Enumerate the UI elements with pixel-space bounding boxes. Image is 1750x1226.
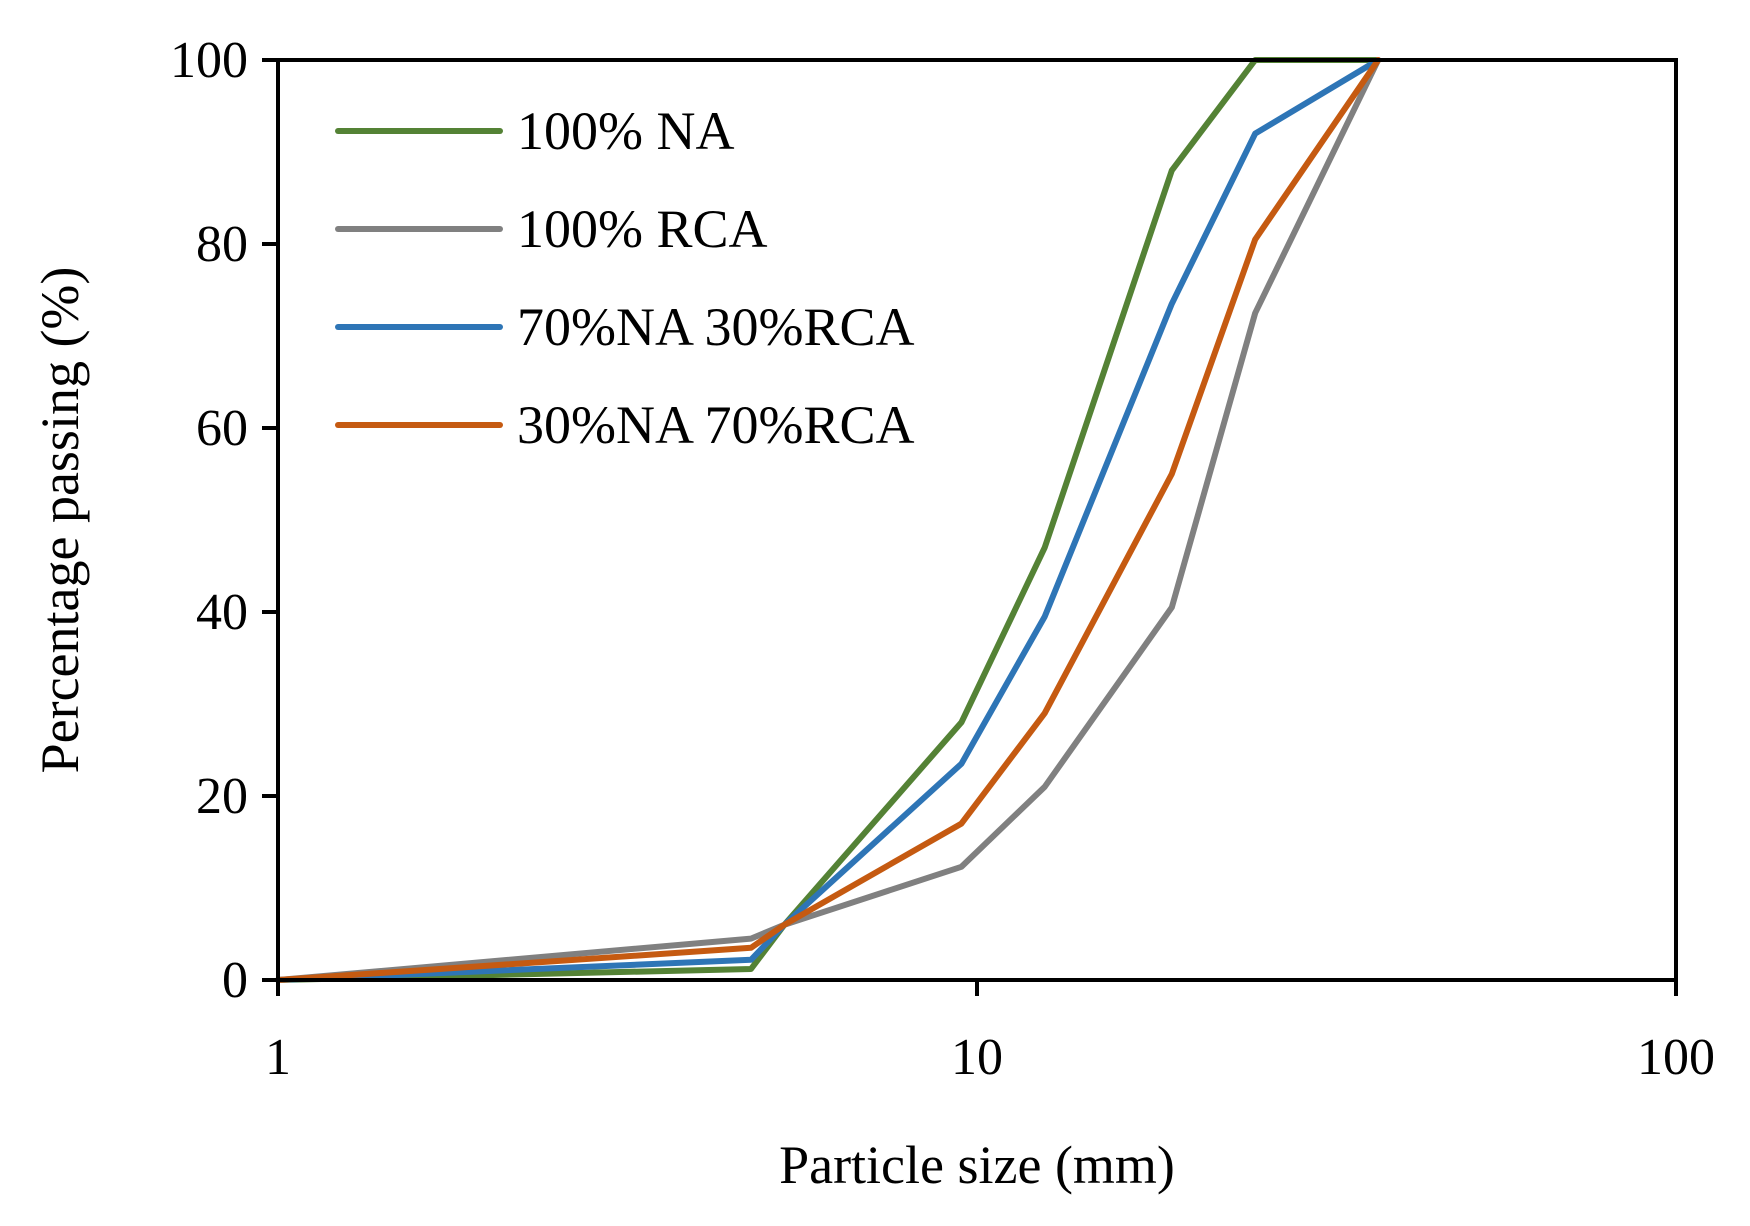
legend-label: 70%NA 30%RCA	[517, 297, 915, 357]
plot-frame	[276, 58, 1678, 982]
x-tick-label: 10	[951, 1029, 1003, 1086]
series-line-3	[275, 57, 1382, 983]
x-tick-label: 1	[265, 1029, 291, 1086]
y-tick-label: 20	[196, 768, 248, 825]
x-tick-label: 100	[1637, 1029, 1715, 1086]
series-layer	[275, 57, 1382, 983]
y-tick-label: 0	[222, 952, 248, 1009]
legend-label: 100% RCA	[517, 199, 768, 259]
x-axis-title: Particle size (mm)	[779, 1135, 1175, 1195]
legend-label: 30%NA 70%RCA	[517, 395, 915, 455]
y-axis-title: Percentage passing (%)	[30, 267, 90, 774]
legend: 100% NA 100% RCA 70%NA 30%RCA 30%NA 70%RCA	[335, 101, 915, 455]
series-line-0	[275, 57, 1382, 983]
series-line-2	[275, 57, 1382, 983]
y-tick-label: 80	[196, 216, 248, 273]
ticks-layer: 0 20 40 60 80 100 1 10 100	[170, 32, 1715, 1086]
y-tick-label: 40	[196, 584, 248, 641]
series-line-1	[275, 57, 1382, 983]
legend-label: 100% NA	[517, 101, 734, 161]
y-tick-label: 100	[170, 32, 248, 89]
y-tick-label: 60	[196, 400, 248, 457]
